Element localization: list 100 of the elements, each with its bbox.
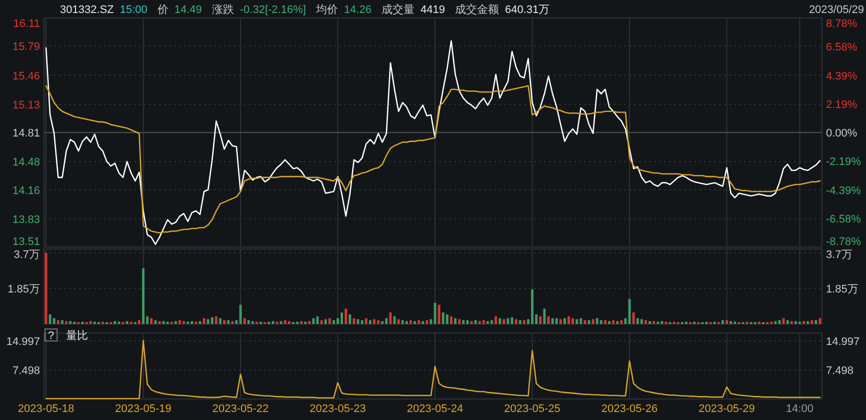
bar	[162, 321, 165, 324]
bar	[539, 316, 542, 324]
bar	[494, 316, 498, 324]
text: 成交量	[381, 3, 414, 16]
text: 价	[156, 4, 168, 16]
bar	[364, 318, 368, 324]
annotation: ?	[48, 330, 54, 342]
bar	[288, 321, 290, 324]
bar	[726, 320, 728, 324]
bar	[418, 320, 420, 324]
y-tick-label: 16.11	[13, 18, 40, 30]
bar	[482, 320, 485, 324]
y-tick-label: 13.83	[12, 214, 40, 226]
bar	[284, 320, 286, 324]
y2-tick-label: 8.78%	[826, 18, 858, 30]
bar	[300, 321, 303, 324]
y2-tick-label: 3.7万	[826, 249, 852, 261]
bar	[202, 318, 206, 324]
y-tick-label: 15.79	[12, 41, 40, 54]
x-tick-label: 2023-05-19	[115, 403, 172, 415]
bar	[810, 320, 814, 324]
bar	[531, 289, 534, 324]
bar	[308, 321, 311, 324]
bar	[210, 317, 214, 324]
bar	[584, 320, 586, 324]
bar	[280, 321, 282, 324]
bar	[178, 320, 181, 324]
bar	[227, 320, 230, 324]
bar	[344, 308, 348, 324]
y-tick-label: 14.997	[6, 336, 40, 348]
bar	[243, 318, 246, 324]
x-tick-label: 2023-05-29	[698, 403, 755, 415]
bar	[608, 321, 610, 324]
y2-tick-label: 4.39%	[826, 70, 858, 82]
x-tick-label: 2023-05-18	[18, 403, 74, 415]
bar	[806, 321, 810, 324]
bar	[592, 319, 594, 324]
bar	[632, 312, 635, 324]
bar	[518, 320, 522, 324]
bar	[466, 320, 469, 324]
bar	[48, 314, 52, 324]
bar	[377, 320, 380, 324]
bar	[442, 312, 444, 324]
bar	[410, 320, 412, 324]
y2-tick-label: 0.00%	[826, 128, 858, 140]
bar	[450, 316, 452, 324]
text: 301332.SZ	[60, 4, 114, 16]
bar	[215, 316, 218, 324]
y2-tick-label: -6.58%	[826, 213, 862, 226]
y-tick-label: 15.46	[12, 70, 40, 82]
bar	[332, 320, 335, 324]
text: 14.49	[174, 4, 202, 16]
bar	[454, 318, 456, 324]
bar	[636, 318, 639, 324]
bar	[616, 321, 619, 324]
bar	[401, 320, 404, 324]
bar	[414, 321, 416, 324]
bar	[514, 319, 518, 324]
bar	[340, 312, 344, 324]
bar	[814, 320, 818, 324]
bar	[381, 321, 384, 324]
bar	[154, 320, 157, 324]
y2-tick-label: 1.85万	[826, 283, 858, 296]
bar	[426, 320, 428, 324]
y2-tick-label: 14.997	[826, 336, 860, 348]
x-tick-label: 2023-05-23	[310, 403, 366, 415]
bar	[69, 321, 72, 324]
bar	[730, 321, 732, 324]
y-tick-label: 14.16	[12, 184, 40, 197]
text: 2023/05/29	[808, 4, 864, 16]
y2-tick-label: -2.19%	[826, 156, 862, 168]
bar	[555, 318, 558, 324]
bar	[506, 318, 510, 324]
bar	[328, 318, 331, 324]
bar	[182, 321, 186, 324]
bar	[446, 314, 448, 324]
bar	[478, 321, 481, 324]
bar	[522, 320, 526, 324]
x-tick-label: 14:00	[786, 403, 814, 415]
bar	[498, 318, 502, 324]
bar	[52, 318, 56, 324]
bar	[790, 321, 793, 324]
bar	[660, 321, 664, 324]
y-tick-label: 15.13	[12, 99, 40, 112]
bar	[206, 319, 210, 324]
bar	[794, 321, 797, 324]
bar	[223, 320, 226, 324]
bar	[644, 320, 647, 324]
chart-title: 量比	[66, 329, 88, 342]
text: 4419	[420, 4, 445, 16]
bar	[320, 320, 323, 324]
y-tick-label: 14.81	[12, 128, 40, 140]
bar	[422, 321, 424, 324]
bar	[56, 320, 60, 324]
y-tick-label: 7.498	[12, 364, 40, 377]
bar	[568, 316, 570, 324]
text: 均价	[314, 4, 338, 16]
bar	[551, 318, 554, 324]
bar	[572, 318, 574, 324]
bar	[778, 320, 781, 324]
